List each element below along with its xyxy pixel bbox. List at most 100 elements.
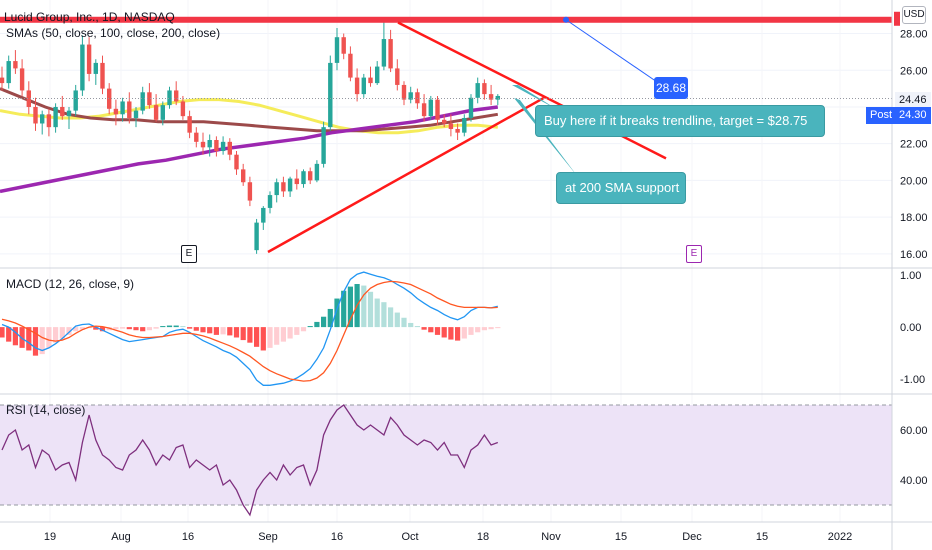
macd-histogram-bar[interactable]	[240, 327, 246, 341]
candle-body[interactable]	[33, 106, 38, 124]
candle[interactable]	[174, 81, 179, 106]
sma-legend[interactable]: SMAs (50, close, 100, close, 200, close)	[6, 26, 221, 40]
candle[interactable]	[435, 95, 440, 126]
macd-histogram-bar[interactable]	[193, 327, 199, 331]
candle-body[interactable]	[435, 99, 440, 120]
candle[interactable]	[0, 66, 5, 91]
rsi-legend[interactable]: RSI (14, close)	[6, 403, 86, 417]
candle[interactable]	[53, 103, 58, 133]
candle-body[interactable]	[321, 127, 326, 164]
candle[interactable]	[308, 167, 313, 185]
macd-histogram-bar[interactable]	[287, 327, 293, 339]
macd-histogram-bar[interactable]	[46, 327, 52, 348]
candle-body[interactable]	[19, 68, 25, 91]
candle[interactable]	[495, 94, 500, 106]
candle[interactable]	[86, 37, 92, 82]
candle[interactable]	[361, 73, 366, 98]
macd-histogram-bar[interactable]	[267, 327, 273, 348]
macd-histogram-bar[interactable]	[254, 327, 260, 347]
macd-histogram-bar[interactable]	[408, 322, 414, 328]
candle-body[interactable]	[341, 37, 346, 54]
candle-body[interactable]	[26, 90, 31, 107]
macd-histogram-bar[interactable]	[153, 327, 159, 329]
candle-body[interactable]	[448, 123, 454, 129]
candle-body[interactable]	[6, 61, 11, 84]
macd-histogram-bar[interactable]	[227, 327, 233, 336]
candle-body[interactable]	[13, 61, 18, 69]
candle-body[interactable]	[53, 106, 58, 128]
candle-body[interactable]	[107, 88, 112, 109]
target-line[interactable]	[0, 16, 892, 23]
macd-legend[interactable]: MACD (12, 26, close, 9)	[6, 277, 135, 291]
candle-body[interactable]	[160, 105, 165, 120]
macd-signal-line[interactable]	[1, 280, 498, 382]
macd-histogram-bar[interactable]	[146, 327, 152, 331]
candle-body[interactable]	[348, 53, 353, 78]
macd-histogram-bar[interactable]	[347, 286, 353, 328]
candle-body[interactable]	[354, 77, 360, 95]
candle-body[interactable]	[147, 92, 152, 106]
candle[interactable]	[6, 55, 11, 89]
macd-histogram-bar[interactable]	[314, 321, 320, 328]
candle[interactable]	[448, 114, 454, 137]
macd-histogram-bar[interactable]	[280, 327, 286, 342]
candle-body[interactable]	[294, 178, 299, 185]
candle[interactable]	[401, 81, 407, 106]
candle-body[interactable]	[86, 44, 92, 74]
macd-histogram-bar[interactable]	[160, 326, 166, 328]
candle-body[interactable]	[428, 99, 433, 117]
macd-histogram-bar[interactable]	[180, 326, 186, 328]
candle[interactable]	[19, 59, 25, 96]
candle-body[interactable]	[220, 141, 226, 152]
candle-body[interactable]	[247, 182, 253, 201]
macd-histogram-bar[interactable]	[367, 291, 374, 328]
candle[interactable]	[348, 46, 353, 82]
candle-body[interactable]	[187, 116, 192, 133]
candle[interactable]	[274, 178, 279, 203]
candle[interactable]	[194, 127, 199, 148]
macd-pane[interactable]	[0, 271, 501, 386]
candle[interactable]	[482, 79, 487, 100]
candle-body[interactable]	[361, 77, 366, 95]
candle-body[interactable]	[408, 92, 413, 100]
macd-histogram-bar[interactable]	[200, 327, 206, 333]
macd-histogram-bar[interactable]	[300, 327, 307, 332]
macd-histogram-bar[interactable]	[461, 327, 467, 339]
macd-histogram-bar[interactable]	[468, 327, 474, 335]
candle[interactable]	[455, 123, 460, 141]
macd-histogram-bar[interactable]	[321, 316, 327, 328]
candle-body[interactable]	[120, 101, 125, 115]
candle[interactable]	[200, 132, 206, 155]
candle[interactable]	[187, 110, 192, 139]
macd-histogram-bar[interactable]	[73, 327, 79, 332]
macd-histogram-bar[interactable]	[233, 327, 240, 338]
candle[interactable]	[107, 83, 112, 115]
candle[interactable]	[267, 191, 273, 214]
candle-body[interactable]	[488, 94, 494, 100]
macd-histogram-bar[interactable]	[120, 327, 126, 329]
macd-histogram-bar[interactable]	[475, 327, 481, 333]
candle[interactable]	[147, 83, 152, 109]
candle-body[interactable]	[334, 37, 340, 63]
candle[interactable]	[73, 84, 78, 117]
candle-body[interactable]	[73, 90, 78, 111]
candle[interactable]	[26, 81, 31, 115]
candle-body[interactable]	[415, 92, 420, 104]
candle-body[interactable]	[301, 171, 306, 185]
candle-body[interactable]	[167, 90, 172, 106]
candle-body[interactable]	[395, 68, 400, 85]
macd-histogram-bar[interactable]	[126, 327, 132, 330]
macd-histogram-bar[interactable]	[388, 307, 394, 328]
macd-histogram-bar[interactable]	[79, 327, 85, 330]
macd-histogram-bar[interactable]	[19, 327, 25, 348]
candle-body[interactable]	[40, 114, 45, 124]
lower-trendline[interactable]	[267, 96, 545, 254]
candle-body[interactable]	[234, 154, 239, 170]
candle-body[interactable]	[60, 106, 65, 117]
candle-body[interactable]	[200, 141, 206, 148]
macd-histogram-bar[interactable]	[441, 327, 447, 338]
candle[interactable]	[328, 55, 333, 131]
macd-histogram-bar[interactable]	[53, 327, 59, 343]
macd-histogram-bar[interactable]	[455, 327, 461, 341]
